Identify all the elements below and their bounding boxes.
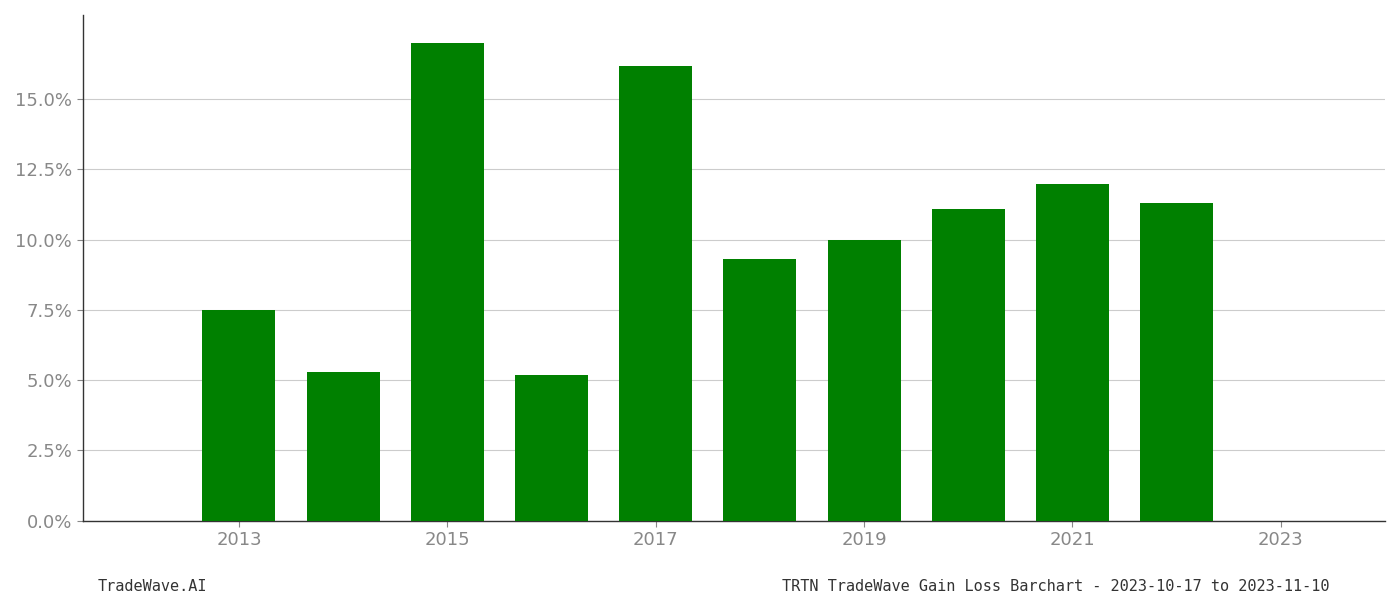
Bar <box>203 310 276 521</box>
Bar <box>724 259 797 521</box>
Text: TRTN TradeWave Gain Loss Barchart - 2023-10-17 to 2023-11-10: TRTN TradeWave Gain Loss Barchart - 2023… <box>783 579 1330 594</box>
Bar <box>410 43 484 521</box>
Bar <box>515 374 588 521</box>
Bar <box>827 240 900 521</box>
Bar <box>932 209 1005 521</box>
Bar <box>619 65 692 521</box>
Bar <box>307 372 379 521</box>
Bar <box>1036 184 1109 521</box>
Text: TradeWave.AI: TradeWave.AI <box>98 579 207 594</box>
Bar <box>1140 203 1212 521</box>
